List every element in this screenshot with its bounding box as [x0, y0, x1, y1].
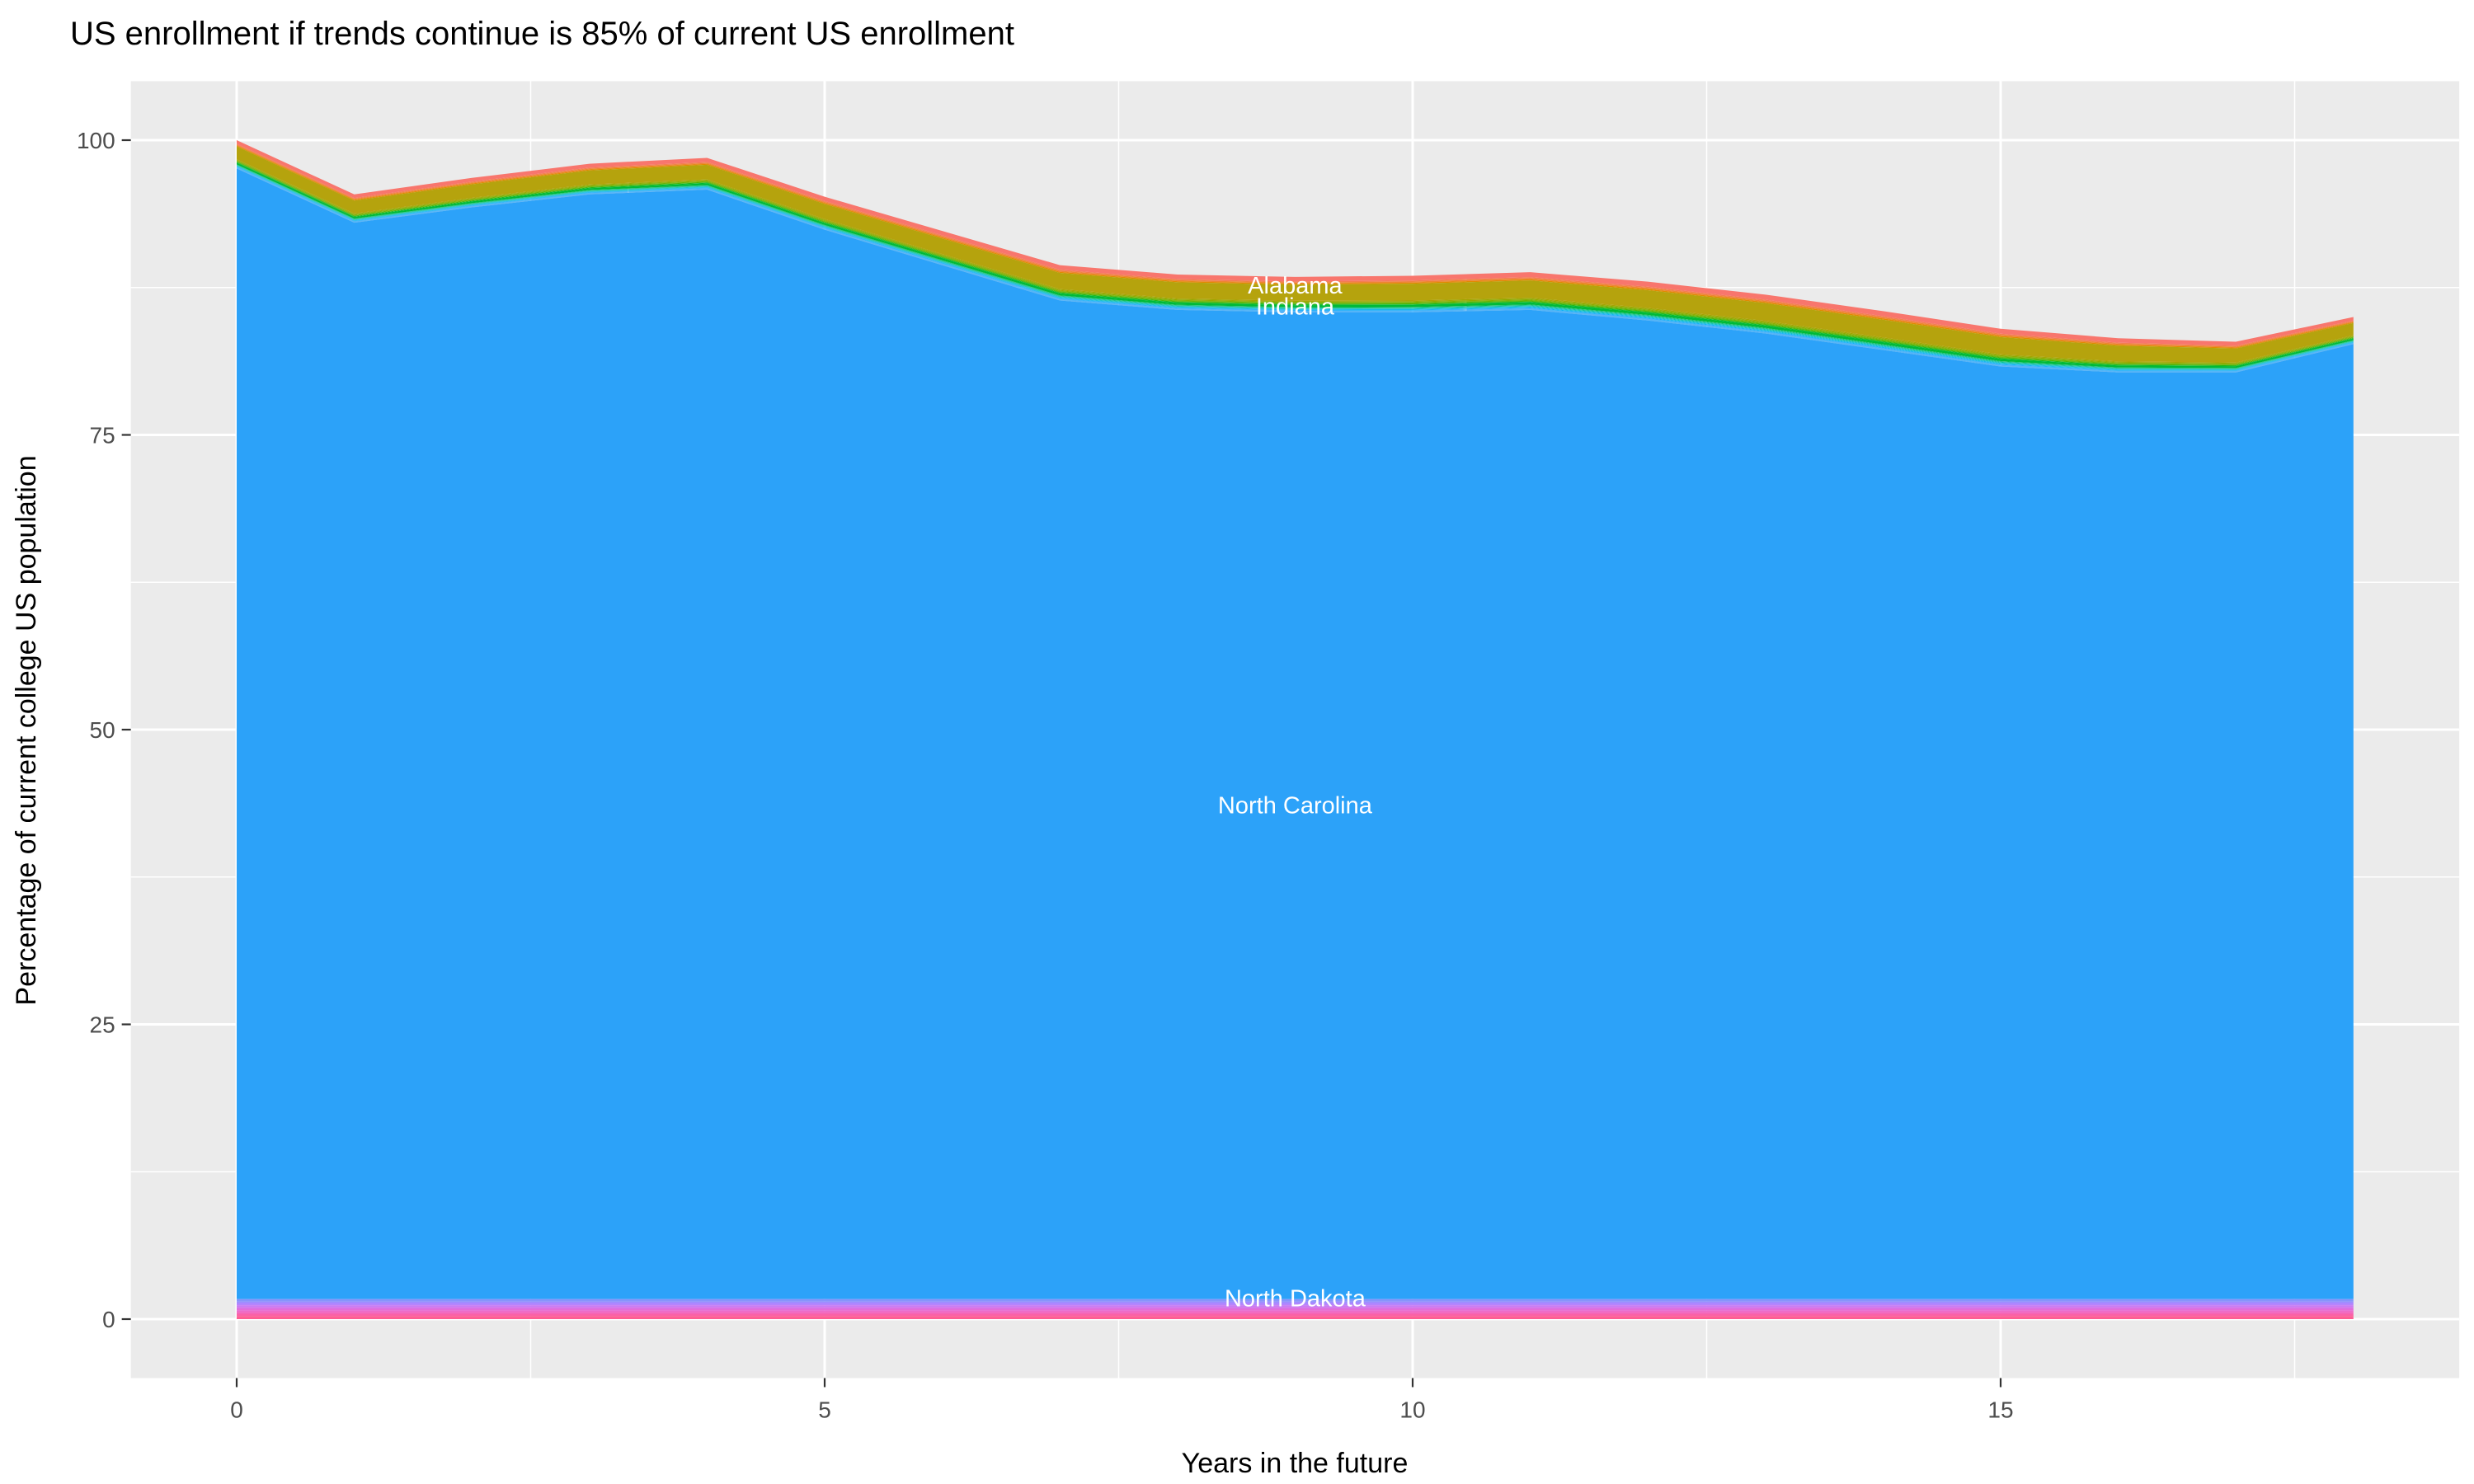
x-axis-title: Years in the future — [1182, 1448, 1409, 1479]
state-label-north-carolina: North Carolina — [1218, 793, 1373, 819]
axis-tick-labels: 0 5 10 15 0 25 50 75 100 — [77, 128, 2014, 1423]
y-tick-label: 0 — [102, 1307, 115, 1332]
state-label-north-dakota: North Dakota — [1225, 1285, 1366, 1312]
x-tick-label: 10 — [1399, 1397, 1425, 1423]
y-tick-label: 50 — [90, 717, 115, 743]
area-north-carolina — [237, 168, 2354, 1299]
area-north-dakota — [237, 1298, 2354, 1302]
area-oklahoma — [237, 1303, 2354, 1306]
x-tick-label: 15 — [1987, 1397, 2013, 1423]
area-ohio — [237, 1301, 2354, 1303]
area-south-dakota — [237, 1312, 2354, 1314]
plot-title: US enrollment if trends continue is 85% … — [70, 16, 1014, 52]
area-south-carolina — [237, 1310, 2354, 1313]
area-oregon — [237, 1305, 2354, 1308]
x-tick-label: 5 — [818, 1397, 831, 1423]
axis-tick-marks — [121, 139, 2002, 1388]
y-tick-label: 25 — [90, 1012, 115, 1038]
y-axis-title: Percentage of current college US populat… — [11, 455, 42, 1005]
area-tennessee — [237, 1313, 2354, 1317]
area-texas — [237, 1316, 2354, 1318]
area-utah — [237, 1317, 2354, 1319]
stacked-areas — [237, 140, 2354, 1319]
state-label-alabama: Alabama — [1248, 273, 1343, 299]
state-label-indiana: Indiana — [1256, 294, 1335, 321]
area-rhode-island — [237, 1308, 2354, 1311]
area-pennsylvania — [237, 1307, 2354, 1309]
y-tick-label: 75 — [90, 423, 115, 448]
y-tick-label: 100 — [77, 128, 115, 153]
x-tick-label: 0 — [230, 1397, 243, 1423]
